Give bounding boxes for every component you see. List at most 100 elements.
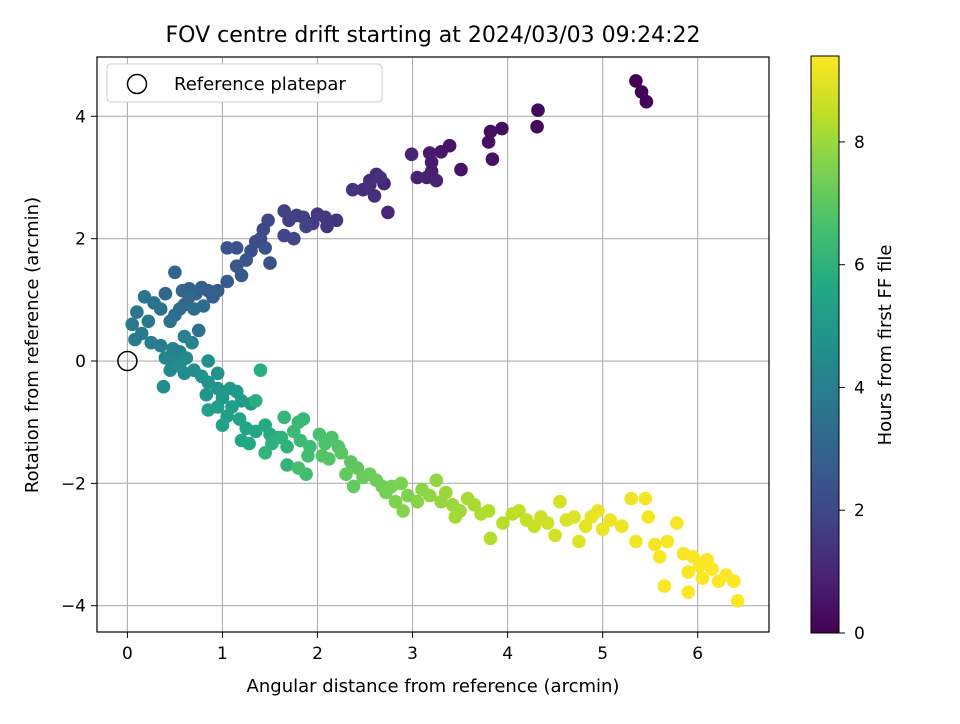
data-point xyxy=(277,204,292,218)
data-point xyxy=(629,534,643,549)
data-point xyxy=(567,510,581,524)
colorbar: 0 2 4 6 8 Hours from first FF file xyxy=(810,55,896,644)
legend-marker-reference xyxy=(126,73,148,95)
data-point xyxy=(291,461,306,475)
data-point xyxy=(512,504,526,518)
data-point xyxy=(258,241,273,255)
data-point xyxy=(201,354,215,368)
data-point xyxy=(603,513,618,527)
data-point xyxy=(346,479,361,494)
data-point xyxy=(210,366,225,381)
data-point xyxy=(572,534,586,549)
scatter-points xyxy=(125,74,745,608)
data-point xyxy=(429,173,444,188)
data-point xyxy=(483,531,498,546)
data-point xyxy=(301,449,315,463)
data-point xyxy=(553,494,567,509)
legend-box xyxy=(106,63,383,103)
data-point xyxy=(410,170,425,185)
x-tick-label: 5 xyxy=(597,644,608,664)
data-point xyxy=(299,219,313,234)
data-point xyxy=(648,537,662,552)
data-point xyxy=(641,510,656,524)
data-point xyxy=(234,268,249,283)
data-point xyxy=(367,189,382,203)
data-point xyxy=(210,283,225,298)
data-point xyxy=(296,412,311,426)
y-tick-label: 0 xyxy=(75,352,86,372)
data-point xyxy=(153,338,168,353)
data-point xyxy=(191,323,206,338)
colorbar-tick-label: 8 xyxy=(854,133,865,153)
colorbar-ticks: 0 2 4 6 8 xyxy=(839,133,865,644)
data-point xyxy=(199,387,214,402)
data-point xyxy=(394,476,409,491)
x-axis-label: Angular distance from reference (arcmin) xyxy=(247,676,620,697)
data-point xyxy=(141,314,156,329)
data-point xyxy=(481,135,496,149)
data-point xyxy=(220,274,234,289)
data-point xyxy=(156,379,171,394)
data-point xyxy=(681,565,695,579)
data-point xyxy=(277,410,292,425)
data-point xyxy=(422,488,437,503)
x-tick-label: 6 xyxy=(692,644,703,664)
legend-label-reference: Reference platepar xyxy=(174,74,346,95)
x-axis-ticks: 0 1 2 3 4 5 6 xyxy=(122,632,703,664)
y-tick-label: 2 xyxy=(75,230,86,250)
data-point xyxy=(591,504,605,518)
y-tick-label: −4 xyxy=(61,597,86,617)
data-point xyxy=(253,363,268,378)
data-point xyxy=(363,178,377,192)
colorbar-tick-label: 2 xyxy=(854,501,865,521)
data-point xyxy=(201,403,215,417)
data-point xyxy=(248,394,263,408)
colorbar-gradient xyxy=(810,55,840,634)
data-point xyxy=(185,335,199,350)
plot-frame xyxy=(96,56,770,633)
data-point xyxy=(496,516,510,530)
colorbar-tick-label: 4 xyxy=(854,378,865,398)
data-point xyxy=(429,473,444,488)
data-point xyxy=(280,439,294,454)
data-point xyxy=(345,182,360,197)
data-point xyxy=(220,241,234,255)
x-tick-label: 3 xyxy=(407,644,418,664)
x-tick-label: 2 xyxy=(312,644,323,664)
data-point xyxy=(624,491,638,506)
colorbar-label: Hours from first FF file xyxy=(875,245,896,446)
data-point xyxy=(229,241,244,255)
data-point xyxy=(128,332,142,347)
data-point xyxy=(695,556,710,570)
legend: Reference platepar xyxy=(106,63,383,103)
data-point xyxy=(381,205,395,220)
data-point xyxy=(339,467,353,482)
x-tick-label: 0 xyxy=(122,644,133,664)
data-point xyxy=(652,550,667,564)
data-point xyxy=(485,152,500,166)
data-point xyxy=(125,317,139,332)
data-point xyxy=(681,585,695,599)
data-point xyxy=(263,256,277,270)
data-point xyxy=(670,516,684,530)
reference-platepar-marker xyxy=(117,350,138,372)
data-point xyxy=(481,504,496,518)
colorbar-tick-label: 6 xyxy=(854,256,865,276)
x-tick-label: 1 xyxy=(217,644,228,664)
data-point xyxy=(657,579,672,593)
data-point xyxy=(629,74,643,88)
data-point xyxy=(439,485,453,500)
data-point xyxy=(137,290,152,304)
data-point xyxy=(396,504,410,518)
data-point xyxy=(660,534,675,549)
data-point xyxy=(215,418,230,433)
data-point xyxy=(454,162,468,177)
data-point xyxy=(158,286,173,301)
data-point xyxy=(187,302,201,316)
data-point xyxy=(388,494,403,509)
data-point xyxy=(322,452,336,466)
y-tick-label: −2 xyxy=(61,474,86,494)
data-point xyxy=(373,170,388,185)
data-point xyxy=(639,94,654,109)
